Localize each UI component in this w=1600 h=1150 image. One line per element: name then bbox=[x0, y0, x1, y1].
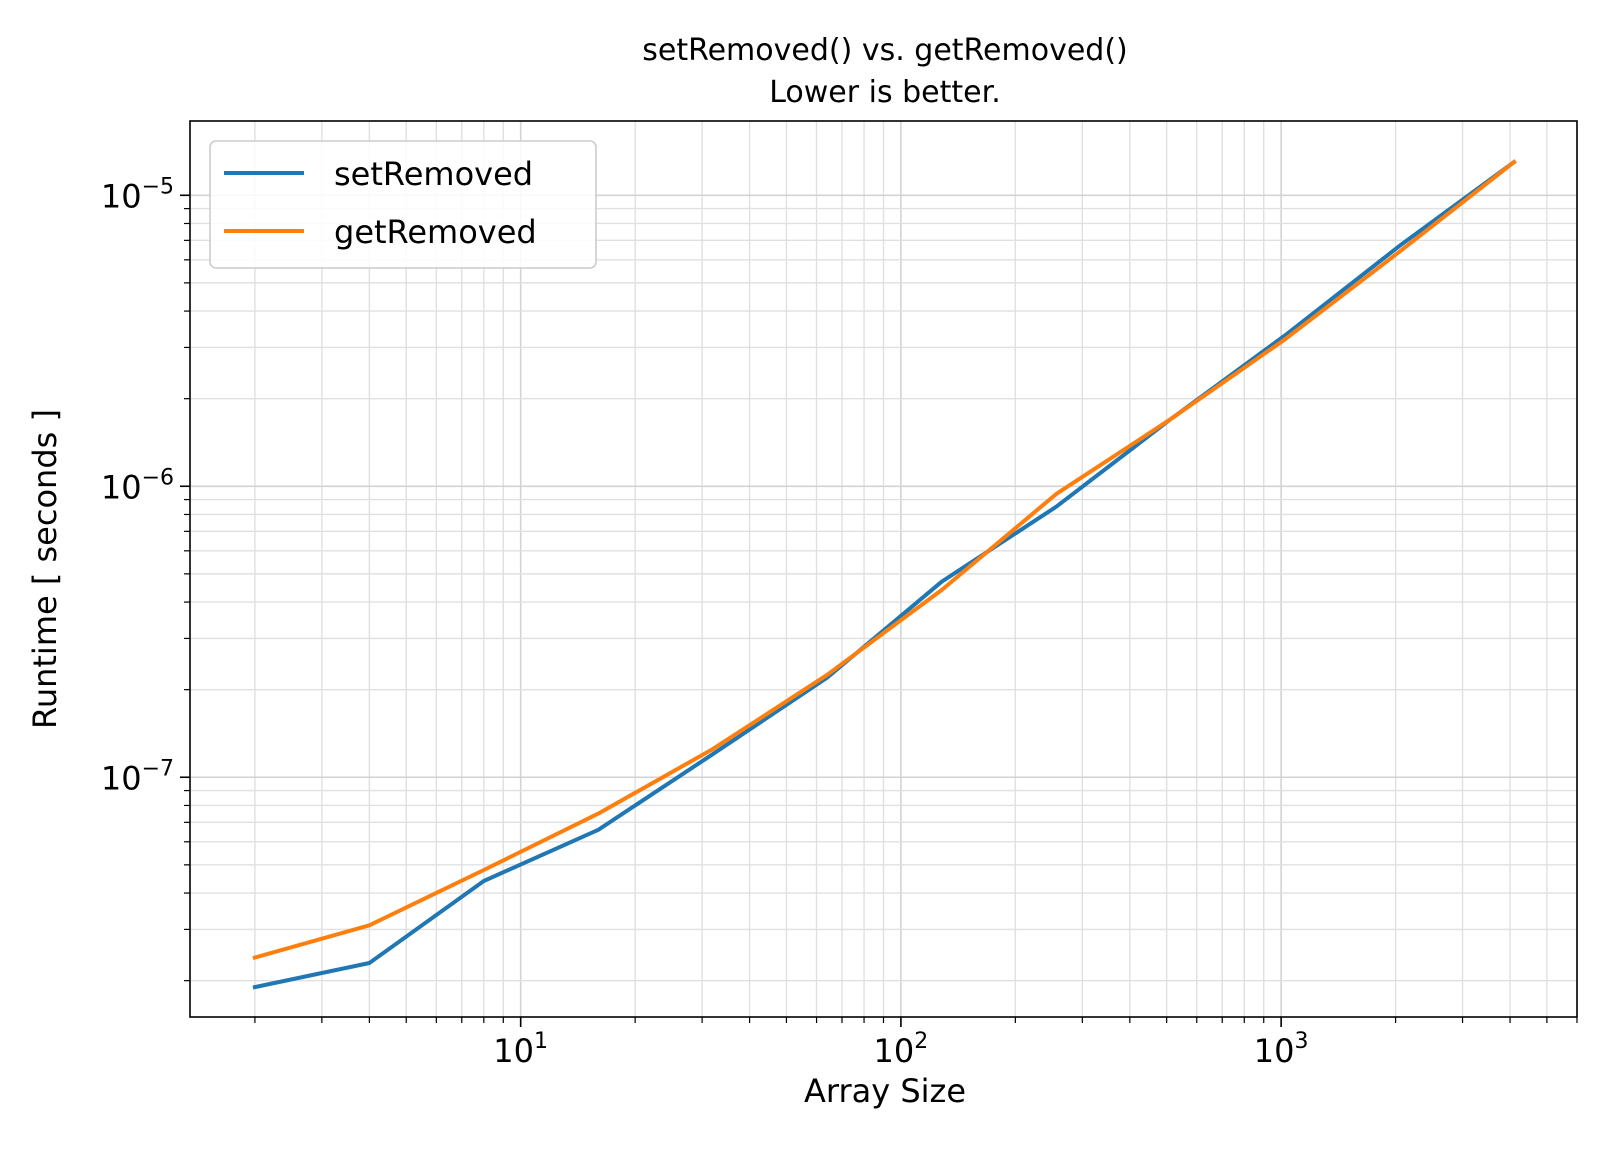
x-tick-label: 102 bbox=[874, 1029, 929, 1070]
legend-label-getRemoved: getRemoved bbox=[334, 213, 537, 251]
plot-frame bbox=[189, 120, 1578, 1018]
y-tick-label: 10−6 bbox=[101, 465, 174, 506]
legend-label-setRemoved: setRemoved bbox=[334, 155, 533, 193]
x-axis-label: Array Size bbox=[804, 1072, 966, 1110]
legend-box bbox=[209, 140, 597, 269]
x-tick-label: 101 bbox=[493, 1029, 548, 1070]
chart-title: setRemoved() vs. getRemoved() bbox=[642, 33, 1128, 68]
legend: setRemoved getRemoved bbox=[209, 140, 597, 269]
series-line-getRemoved bbox=[252, 159, 1517, 961]
y-tick-label: 10−7 bbox=[101, 756, 174, 797]
axis-ticks: 101 102 103 10−7 10−6 10−5 bbox=[101, 174, 1578, 1070]
series-line-setRemoved bbox=[252, 159, 1517, 990]
chart-subtitle: Lower is better. bbox=[769, 75, 1001, 110]
series-lines bbox=[252, 159, 1517, 990]
x-tick-label: 103 bbox=[1254, 1029, 1309, 1070]
y-axis-label: Runtime [ seconds ] bbox=[26, 409, 64, 729]
y-tick-label: 10−5 bbox=[101, 174, 174, 215]
